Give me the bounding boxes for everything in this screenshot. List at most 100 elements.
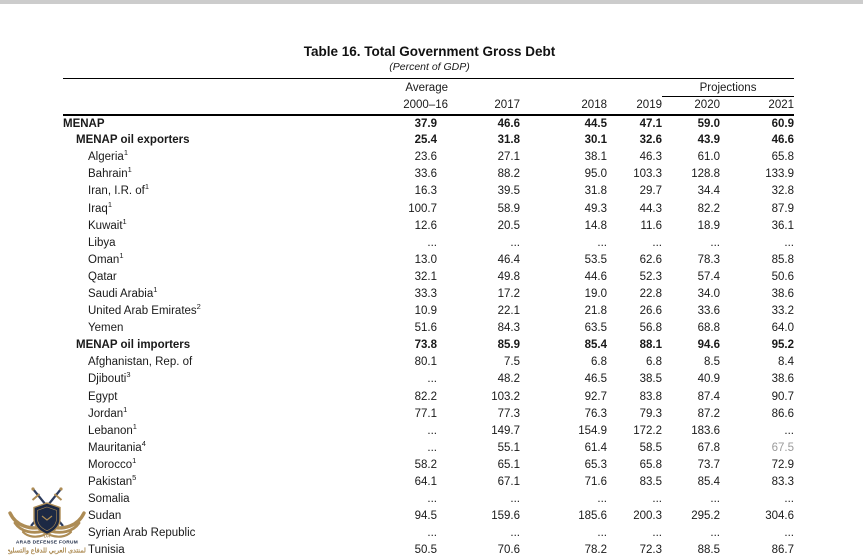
cell-value: 72.3 <box>639 544 662 557</box>
cell-value: 37.9 <box>414 117 437 130</box>
cell-value: ... <box>652 527 662 540</box>
document-page: Table 16. Total Government Gross Debt (P… <box>63 0 796 559</box>
table-row: Sudan 94.5 159.6 185.6 200.3 295.2 304.6 <box>63 508 794 525</box>
row-label-text: Pakistan <box>88 476 133 489</box>
cell-value: 40.9 <box>697 373 720 386</box>
cell-value: 103.2 <box>491 390 520 403</box>
cell-value: ... <box>784 424 795 437</box>
row-label: Yemen <box>63 320 343 337</box>
cell-value: 20.5 <box>497 219 520 232</box>
footnote-marker: 4 <box>141 439 146 448</box>
row-label: Egypt <box>63 388 343 405</box>
row-label: Lebanon1 <box>63 422 343 439</box>
table-row: Jordan1 77.1 77.3 76.3 79.3 87.2 86.6 <box>63 405 794 422</box>
table-body: MENAP 37.9 46.6 44.5 47.1 59.0 60.9 MENAP oil e… <box>63 115 794 559</box>
row-label-text: Sudan <box>88 510 122 523</box>
column-header-2000-16: 2000–16 <box>343 96 448 116</box>
cell-value: 73.7 <box>697 458 720 471</box>
cell-value: 38.6 <box>771 373 795 386</box>
cell-value: 32.8 <box>771 185 795 198</box>
cell-value: 57.4 <box>697 270 720 283</box>
cell-value: 47.1 <box>639 117 662 130</box>
cell-value: 67.8 <box>697 441 720 454</box>
cell-value: 39.5 <box>497 185 520 198</box>
table-row: Iraq1 100.7 58.9 49.3 44.3 82.2 87.9 <box>63 200 794 217</box>
cell-value: 23.6 <box>414 151 437 164</box>
arab-defense-forum-watermark-logo: DA ARAB DEFENSE FORUM المنتدى العربي للد… <box>8 487 86 555</box>
cell-value: 51.6 <box>414 322 437 335</box>
cell-value: 50.6 <box>771 270 795 283</box>
row-label: MENAP oil importers <box>63 337 343 354</box>
cell-value: 133.9 <box>765 168 795 181</box>
row-label: Saudi Arabia1 <box>63 285 343 302</box>
row-label: Somalia <box>63 491 343 508</box>
cell-value: 33.6 <box>697 305 720 318</box>
cell-value: 95.0 <box>584 168 607 181</box>
cell-value: 71.6 <box>584 476 607 489</box>
cell-value: 44.5 <box>584 117 607 130</box>
cell-value: 21.8 <box>584 305 607 318</box>
table-row: Mauritania4... 55.1 61.4 58.5 67.8 67.5 <box>63 439 794 456</box>
cell-value: 49.3 <box>584 202 607 215</box>
cell-value: 7.5 <box>504 356 520 369</box>
column-header-2021: 2021 <box>720 96 795 116</box>
cell-value: ... <box>427 236 437 249</box>
cell-value: 6.8 <box>591 356 607 369</box>
footnote-marker: 5 <box>132 473 137 483</box>
cell-value: 26.6 <box>639 305 662 318</box>
table-subtitle: (Percent of GDP) <box>389 61 470 73</box>
row-label-text: Iran, I.R. of <box>88 185 145 198</box>
cell-value: 6.8 <box>646 356 662 369</box>
footnote-marker: 1 <box>119 250 124 260</box>
cell-value: ... <box>427 424 437 437</box>
cell-value: 85.4 <box>697 476 720 489</box>
cell-value: ... <box>784 236 795 249</box>
table-row: Syrian Arab Republic.................. <box>63 525 794 542</box>
cell-value: 27.1 <box>497 151 520 164</box>
row-label: Tunisia <box>63 542 343 559</box>
cell-value: 84.3 <box>497 322 520 335</box>
cell-value: ... <box>427 527 437 540</box>
cell-value: 76.3 <box>584 407 607 420</box>
row-label: Djibouti3 <box>63 371 343 388</box>
cell-value: 32.1 <box>414 270 437 283</box>
footnote-marker: 1 <box>127 165 132 175</box>
column-header-2020: 2020 <box>662 96 720 116</box>
row-label: Jordan1 <box>63 405 343 422</box>
cell-value: 38.6 <box>771 287 795 300</box>
row-label: Iraq1 <box>63 200 343 217</box>
row-label-text: Afghanistan, Rep. of <box>88 356 193 369</box>
table-row: Lebanon1... 149.7 154.9 172.2 183.6... <box>63 422 794 439</box>
row-label-text: Kuwait <box>88 219 123 232</box>
cell-value: ... <box>652 493 662 506</box>
cell-value: 48.2 <box>497 373 520 386</box>
cell-value: ... <box>710 527 720 540</box>
footnote-marker: 1 <box>123 404 128 414</box>
cell-value: 95.2 <box>771 339 795 352</box>
cell-value: 83.8 <box>639 390 662 403</box>
row-label: Morocco1 <box>63 456 343 473</box>
cell-value: 64.0 <box>771 322 795 335</box>
cell-value: 128.8 <box>691 168 720 181</box>
cell-value: 44.3 <box>639 202 662 215</box>
cell-value: 63.5 <box>584 322 607 335</box>
table-row: Bahrain1 33.6 88.2 95.0 103.3 128.8 133.9 <box>63 166 794 183</box>
table-row: Tunisia 50.5 70.6 78.2 72.3 88.5 86.7 <box>63 542 794 559</box>
cell-value: 87.2 <box>697 407 720 420</box>
row-label-text: Algeria <box>88 151 124 164</box>
row-label-text: Syrian Arab Republic <box>88 527 196 540</box>
cell-value: 59.0 <box>697 117 720 130</box>
cell-value: 46.4 <box>497 253 520 266</box>
column-header-2018: 2018 <box>520 96 607 116</box>
cell-value: ... <box>710 236 720 249</box>
table-row: MENAP oil importers 73.8 85.9 85.4 88.1 94.6 9… <box>63 337 794 354</box>
cell-value: 65.3 <box>584 458 607 471</box>
cell-value: 77.1 <box>414 407 437 420</box>
row-label-text: Mauritania <box>88 441 142 454</box>
row-label: Afghanistan, Rep. of <box>63 354 343 371</box>
gross-debt-table: Average Projections 2000–16 2017 2018 20… <box>63 78 795 559</box>
cell-value: 11.6 <box>640 219 662 232</box>
cell-value: 70.6 <box>497 544 520 557</box>
footnote-marker: 1 <box>144 182 150 192</box>
row-label-text: Libya <box>88 236 116 249</box>
